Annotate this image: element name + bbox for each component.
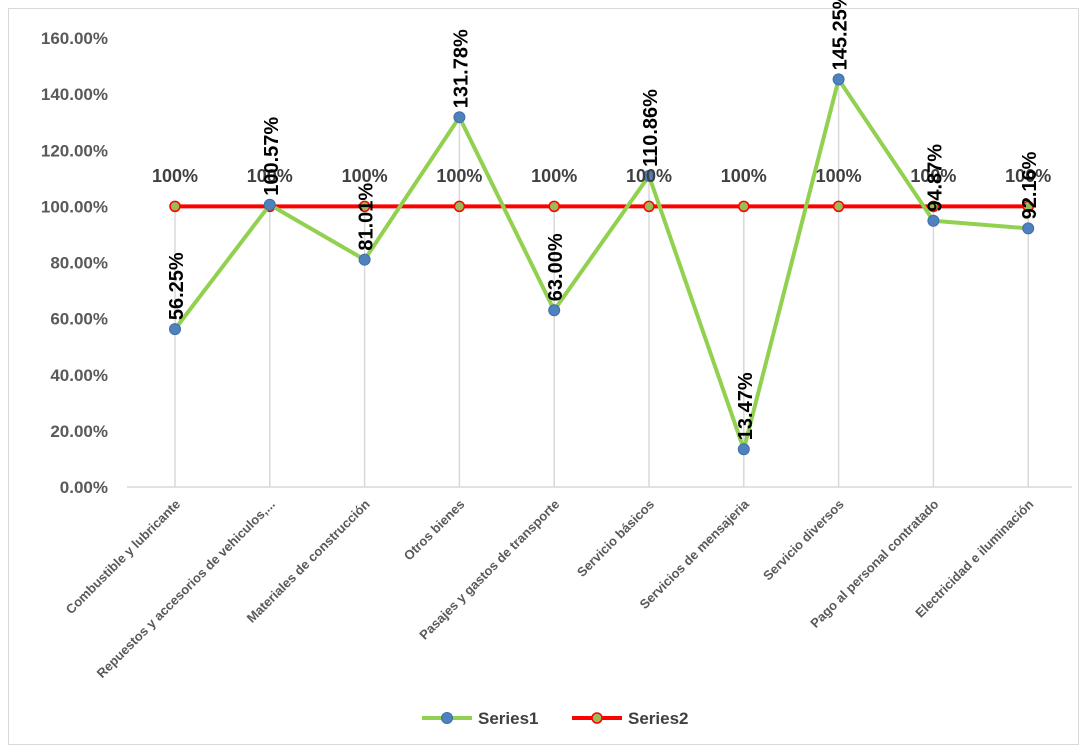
y-tick-label: 80.00% [50, 254, 108, 273]
y-tick-label: 40.00% [50, 366, 108, 385]
x-tick-label: Servicios de mensajeria [637, 496, 753, 612]
y-tick-label: 160.00% [41, 29, 108, 48]
series2-data-label: 100% [816, 166, 862, 186]
series1-point [643, 169, 655, 182]
series1-data-label: 92.16% [1019, 151, 1041, 219]
chart-frame [8, 8, 1079, 745]
series1-data-label: 13.47% [735, 372, 757, 440]
series2-data-label: 100% [342, 166, 388, 186]
series1-point [169, 323, 181, 336]
series2-point [548, 200, 560, 213]
legend-series1-marker [441, 712, 453, 724]
series1-data-label: 110.86% [640, 89, 662, 167]
series1-data-label: 145.25% [830, 0, 852, 70]
series2-point [453, 200, 466, 213]
series2-point [358, 200, 371, 213]
series1-group [169, 73, 1035, 456]
series2-data-label: 100% [910, 166, 956, 186]
series1-point [737, 443, 750, 456]
series1-data-label: 100.57% [261, 117, 283, 196]
series2-data-label: 100% [247, 166, 293, 186]
series2-point [1022, 200, 1034, 213]
series1-data-label: 56.25% [166, 252, 188, 320]
series1-point [548, 304, 561, 317]
series2-point [169, 200, 181, 213]
series1-point [832, 73, 845, 86]
series2-point [643, 200, 655, 213]
y-tick-label: 100.00% [41, 197, 108, 216]
series2-group [169, 200, 1034, 213]
y-axis-ticks: 0.00% 20.00% 40.00% 60.00% 80.00% 100.00% 120.… [41, 29, 108, 497]
y-tick-label: 0.00% [60, 478, 108, 497]
series1-line [173, 77, 1029, 452]
series2-data-label: 100% [626, 166, 672, 186]
y-tick-label: 20.00% [50, 422, 108, 441]
data-labels: 100% 100% 100% 100% 100% 100% 100% 100% 100% 100%… [152, 0, 1051, 440]
y-tick-label: 60.00% [50, 310, 108, 329]
series2-point [927, 200, 940, 213]
series2-point [832, 200, 845, 213]
series2-data-label: 100% [721, 166, 767, 186]
series1-point [263, 198, 276, 211]
legend: Series1 Series2 [422, 709, 689, 728]
series2-data-label: 100% [152, 166, 198, 186]
x-tick-label: Otros bienes [401, 497, 468, 564]
series2-data-label: 100% [436, 166, 482, 186]
legend-series2-label: Series2 [628, 709, 689, 728]
series2-data-label: 100% [1005, 166, 1051, 186]
series1-point [927, 214, 940, 227]
series1-point [358, 253, 371, 266]
y-tick-label: 140.00% [41, 85, 108, 104]
series1-data-label: 94.87% [924, 144, 946, 212]
series1-data-label: 131.78% [450, 29, 472, 108]
legend-series1-label: Series1 [478, 709, 539, 728]
series2-data-label: 100% [531, 166, 577, 186]
legend-series2-marker [591, 712, 603, 724]
series1-point [453, 111, 466, 124]
series2-point [738, 200, 750, 213]
series1-data-label: 81.01% [356, 183, 378, 251]
x-tick-label: Servicio diversos [760, 497, 847, 584]
y-tick-label: 120.00% [41, 141, 108, 160]
series1-data-label: 63.00% [545, 233, 567, 301]
x-tick-label: Repuestos y accesorios de vehiculos,... [94, 497, 278, 681]
drop-lines [174, 79, 1029, 487]
series1-point [1022, 222, 1035, 235]
x-tick-label: Servicio básicos [574, 497, 657, 580]
